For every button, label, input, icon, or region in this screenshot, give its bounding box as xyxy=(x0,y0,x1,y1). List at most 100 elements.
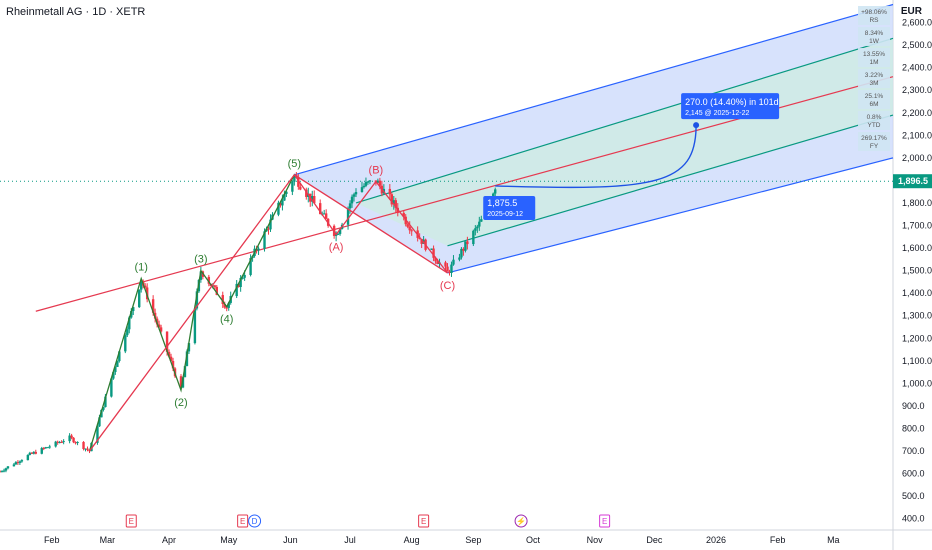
candle-body xyxy=(86,448,89,450)
candle-body xyxy=(406,224,409,227)
candle-body xyxy=(34,451,37,454)
candle-body xyxy=(54,441,57,447)
event-marker-label: ⚡ xyxy=(516,516,526,526)
projection-label-box xyxy=(681,93,780,120)
perf-value: 8.34% xyxy=(865,30,884,37)
candle-body xyxy=(336,233,340,235)
wave-label-A: (A) xyxy=(329,242,344,254)
y-tick-label: 600.0 xyxy=(902,469,925,479)
event-marker-split xyxy=(514,514,528,528)
candle-body xyxy=(368,180,372,182)
x-tick-label: Apr xyxy=(162,535,176,545)
candle-body xyxy=(118,351,121,362)
event-marker-label: E xyxy=(421,517,426,526)
candle-body xyxy=(32,451,36,454)
candle-body xyxy=(14,462,18,465)
candle-body xyxy=(352,194,356,197)
y-tick-label: 1,200.0 xyxy=(902,333,932,343)
wave-impulse xyxy=(88,174,295,452)
candle-body xyxy=(408,226,411,231)
candle-body xyxy=(460,248,463,258)
wave-label-3: (3) xyxy=(194,254,207,266)
y-tick-label: 2,100.0 xyxy=(902,130,932,140)
y-tick-label: 2,200.0 xyxy=(902,108,932,118)
y-tick-label: 2,000.0 xyxy=(902,153,932,163)
candle-body xyxy=(207,276,211,284)
candle-body xyxy=(132,307,135,312)
y-tick-label: 1,400.0 xyxy=(902,288,932,298)
candle-body xyxy=(263,231,266,249)
candle-body xyxy=(305,189,308,197)
perf-cell xyxy=(858,27,890,46)
candle-body xyxy=(213,285,216,287)
y-tick-label: 1,000.0 xyxy=(902,378,932,388)
y-tick-label: 1,600.0 xyxy=(902,243,932,253)
wave-label-1: (1) xyxy=(134,262,147,274)
candle-body xyxy=(446,266,449,272)
candle-body xyxy=(388,188,392,195)
candle-body xyxy=(112,372,115,379)
y-tick-label: 2,300.0 xyxy=(902,85,932,95)
candle-body xyxy=(462,248,465,251)
candle-body xyxy=(104,396,107,408)
projection-start-box xyxy=(483,195,536,220)
wave-correction xyxy=(293,174,449,274)
x-tick-label: May xyxy=(220,535,238,545)
perf-cell xyxy=(858,111,890,130)
x-tick-label: Ma xyxy=(827,535,840,545)
event-marker-label: E xyxy=(602,517,607,526)
candle-body xyxy=(354,192,358,195)
y-tick-label: 500.0 xyxy=(902,491,925,501)
candle-body xyxy=(322,213,326,215)
candle-body xyxy=(239,277,242,288)
candle-body xyxy=(215,286,218,296)
candle-body xyxy=(319,203,322,215)
perf-cell xyxy=(858,132,890,151)
x-tick-label: Jul xyxy=(344,535,356,545)
perf-value: 3.22% xyxy=(865,72,884,79)
candle-body xyxy=(4,468,8,471)
candle-body xyxy=(171,360,175,369)
candle-body xyxy=(378,180,382,186)
perf-period: 3M xyxy=(869,80,878,87)
projection-start-date: 2025-09-12 xyxy=(487,211,523,218)
candle-body xyxy=(128,317,131,330)
candle-body xyxy=(279,202,282,206)
x-tick-label: Nov xyxy=(587,535,604,545)
candle-body xyxy=(102,407,105,410)
candle-body xyxy=(60,442,63,444)
last-price-tag xyxy=(893,174,932,189)
perf-period: RS xyxy=(869,17,879,24)
candle-body xyxy=(84,448,87,450)
candle-body xyxy=(452,259,455,265)
wave-label-5: (5) xyxy=(288,158,301,170)
candle-body xyxy=(181,377,185,388)
candle-body xyxy=(269,219,272,230)
perf-value: 25.1% xyxy=(865,93,884,100)
candle-body xyxy=(281,200,284,206)
candle-body xyxy=(157,324,161,328)
candle-body xyxy=(277,202,280,215)
candle-body xyxy=(243,274,246,278)
candle-body xyxy=(20,460,24,462)
candle-body xyxy=(293,175,296,182)
candle-body xyxy=(195,291,199,309)
perf-period: 1M xyxy=(869,59,878,66)
candle-body xyxy=(430,248,433,250)
candle-body xyxy=(434,257,437,262)
projection-target-point xyxy=(693,122,700,129)
candle-body xyxy=(0,471,2,473)
perf-period: 1W xyxy=(869,38,880,45)
candle-body xyxy=(143,285,147,288)
y-tick-label: 1,800.0 xyxy=(902,198,932,208)
candle-body xyxy=(42,448,45,450)
candle-body xyxy=(199,271,203,280)
candle-body xyxy=(478,221,481,227)
perf-period: 6M xyxy=(869,101,878,108)
y-tick-label: 900.0 xyxy=(902,401,925,411)
wave-fork-frame xyxy=(88,173,448,452)
candle-body xyxy=(225,307,228,309)
candle-body xyxy=(432,248,435,258)
candle-body xyxy=(311,195,314,202)
